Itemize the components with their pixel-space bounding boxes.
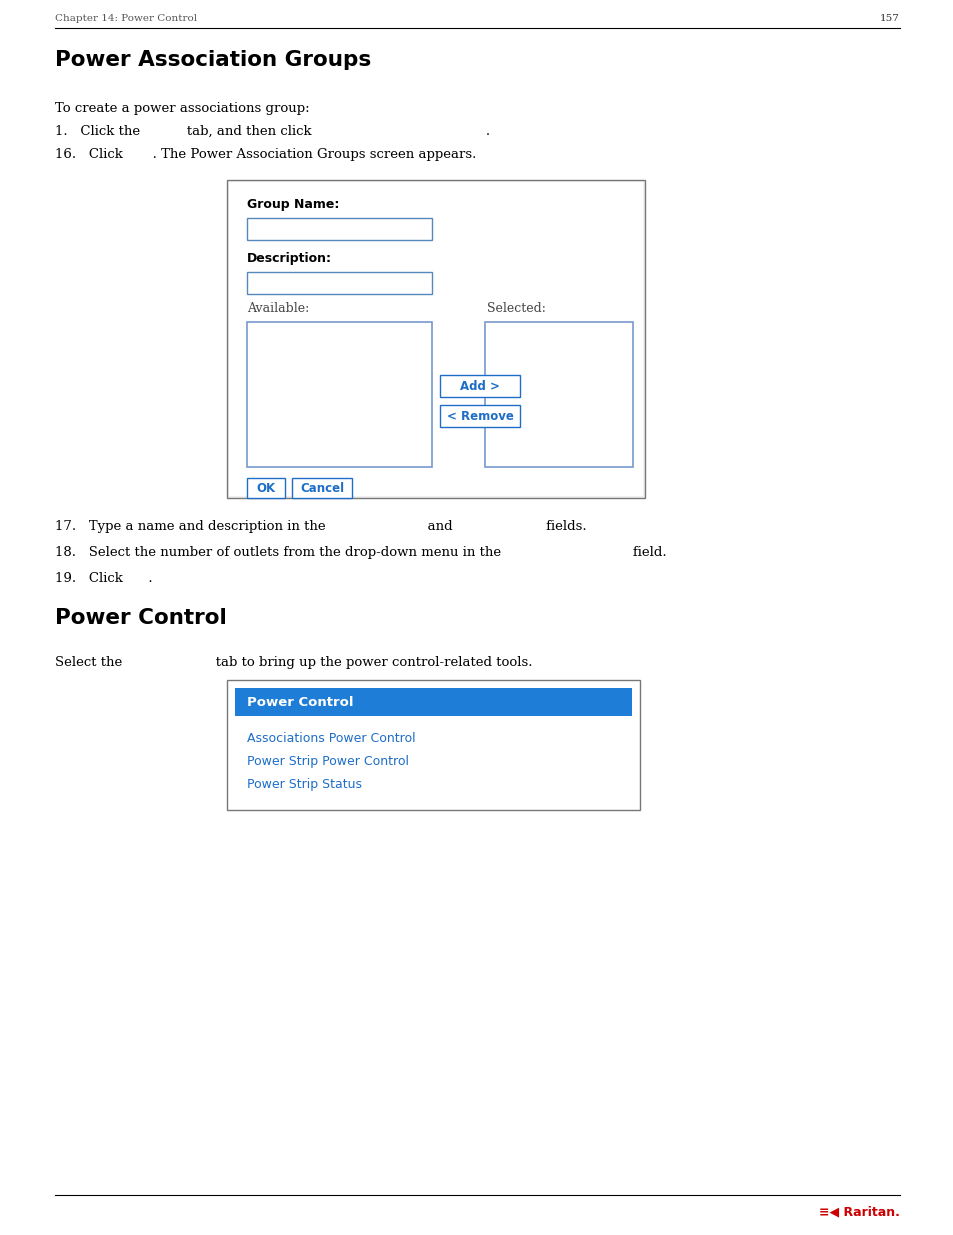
Text: Add >: Add >: [459, 379, 499, 393]
Text: 1.   Click the           tab, and then click                                    : 1. Click the tab, and then click: [55, 125, 490, 138]
Text: ≡◀ Raritan.: ≡◀ Raritan.: [819, 1205, 899, 1218]
Text: Power Control: Power Control: [247, 695, 354, 709]
Bar: [227, 180, 644, 498]
Text: Group Name:: Group Name:: [247, 198, 339, 211]
Bar: [292, 478, 352, 498]
Bar: [247, 272, 432, 294]
Text: Available:: Available:: [247, 303, 309, 315]
Bar: [247, 219, 432, 240]
Bar: [229, 182, 642, 496]
Text: To create a power associations group:: To create a power associations group:: [55, 103, 310, 115]
Bar: [484, 322, 633, 467]
Bar: [247, 478, 285, 498]
Text: 17.   Type a name and description in the                        and             : 17. Type a name and description in the a…: [55, 520, 586, 534]
Text: 16.   Click       . The Power Association Groups screen appears.: 16. Click . The Power Association Groups…: [55, 148, 476, 161]
Text: Description:: Description:: [247, 252, 332, 266]
Text: Associations Power Control: Associations Power Control: [247, 732, 416, 745]
Text: Select the                      tab to bring up the power control-related tools.: Select the tab to bring up the power con…: [55, 656, 532, 669]
Text: Selected:: Selected:: [486, 303, 545, 315]
Bar: [247, 322, 432, 467]
Text: Cancel: Cancel: [299, 482, 344, 494]
Bar: [234, 688, 631, 716]
Text: 18.   Select the number of outlets from the drop-down menu in the               : 18. Select the number of outlets from th…: [55, 546, 666, 559]
Text: Power Association Groups: Power Association Groups: [55, 49, 371, 70]
Text: < Remove: < Remove: [446, 410, 513, 422]
Bar: [439, 375, 519, 396]
Text: 19.   Click      .: 19. Click .: [55, 572, 152, 585]
Text: OK: OK: [256, 482, 275, 494]
Bar: [439, 405, 519, 427]
Bar: [227, 680, 639, 810]
Text: Power Strip Status: Power Strip Status: [247, 778, 361, 790]
Text: Power Strip Power Control: Power Strip Power Control: [247, 755, 409, 768]
Text: Chapter 14: Power Control: Chapter 14: Power Control: [55, 14, 197, 23]
Text: 157: 157: [880, 14, 899, 23]
Text: Power Control: Power Control: [55, 608, 227, 629]
